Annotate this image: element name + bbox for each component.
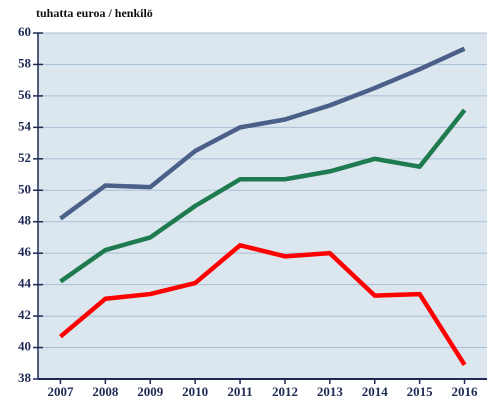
x-tick-label: 2010 (182, 384, 208, 399)
y-tick-label: 44 (18, 276, 32, 291)
y-tick-label: 60 (18, 24, 31, 39)
y-tick-label: 48 (18, 213, 32, 228)
x-tick-label: 2008 (92, 384, 119, 399)
plot-area (38, 33, 487, 379)
y-tick-label: 52 (18, 150, 31, 165)
axis-title: tuhatta euroa / henkilö (36, 6, 153, 20)
line-series (59, 46, 466, 221)
x-tick-label: 2014 (362, 384, 389, 399)
x-tick-label: 2011 (227, 384, 252, 399)
x-tick-label: 2015 (407, 384, 434, 399)
x-tick-label: 2009 (137, 384, 164, 399)
y-tick-label: 58 (18, 55, 32, 70)
x-tick-label: 2007 (47, 384, 74, 399)
y-tick-label: 54 (18, 118, 32, 133)
y-tick-label: 46 (18, 244, 32, 259)
line-series (59, 108, 467, 284)
y-tick-label: 56 (18, 87, 32, 102)
y-tick-label: 50 (18, 181, 31, 196)
x-tick-label: 2013 (317, 384, 344, 399)
y-tick-label: 40 (18, 339, 31, 354)
y-tick-label: 38 (18, 370, 32, 385)
line-series (59, 243, 467, 367)
x-tick-label: 2012 (272, 384, 298, 399)
y-tick-label: 42 (18, 307, 31, 322)
x-tick-label: 2016 (452, 384, 479, 399)
